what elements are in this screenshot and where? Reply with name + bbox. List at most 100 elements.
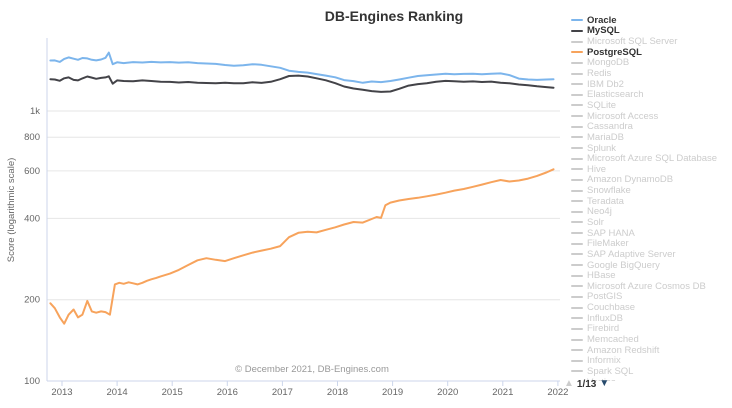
legend-label: SAP Adaptive Server [587, 248, 676, 260]
x-tick-label: 2013 [51, 387, 72, 398]
legend-item-microsoft-access[interactable]: Microsoft Access [571, 111, 717, 122]
y-tick-label: 100 [24, 376, 40, 387]
series-postgresql[interactable] [49, 168, 555, 325]
legend-item-sap-adaptive-server[interactable]: SAP Adaptive Server [571, 249, 717, 260]
legend-item-cassandra[interactable]: Cassandra [571, 121, 717, 132]
legend-label: Amazon DynamoDB [587, 174, 674, 186]
legend-item-neo4j[interactable]: Neo4j [571, 206, 717, 218]
legend-item-informix[interactable]: Informix [571, 355, 717, 367]
legend-swatch [571, 51, 583, 54]
legend-label: MongoDB [587, 57, 630, 69]
legend-swatch [571, 242, 583, 245]
legend-swatch [571, 168, 583, 171]
chart-title: DB-Engines Ranking [324, 8, 464, 24]
legend-item-mongodb[interactable]: MongoDB [571, 57, 717, 69]
legend-item-ibm-db2[interactable]: IBM Db2 [571, 79, 717, 90]
legend-label: MariaDB [587, 131, 624, 143]
legend-swatch [571, 327, 583, 330]
legend-item-hbase[interactable]: HBase [571, 270, 717, 281]
watermark: © December 2021, DB-Engines.com [235, 364, 389, 375]
legend-swatch [571, 221, 583, 224]
legend-label: Memcached [587, 334, 639, 346]
y-tick-label: 600 [24, 166, 40, 177]
series-mysql[interactable] [49, 74, 555, 93]
legend-swatch [571, 61, 583, 64]
legend-item-sqlite[interactable]: SQLite [571, 100, 717, 111]
legend-swatch [571, 306, 583, 309]
legend-item-amazon-redshift[interactable]: Amazon Redshift [571, 345, 717, 356]
y-tick-label: 800 [24, 132, 40, 143]
legend-item-hive[interactable]: Hive [571, 164, 717, 175]
legend-item-postgresql[interactable]: PostgreSQL [571, 47, 717, 58]
legend-swatch [571, 93, 583, 96]
legend-label: InfluxDB [587, 312, 623, 324]
legend-item-spark-sql[interactable]: Spark SQL [571, 366, 717, 377]
legend-item-amazon-dynamodb[interactable]: Amazon DynamoDB [571, 174, 717, 186]
legend-item-microsoft-azure-sql-database[interactable]: Microsoft Azure SQL Database [571, 153, 717, 164]
legend-swatch [571, 200, 583, 203]
legend-label: Microsoft SQL Server [587, 36, 678, 48]
legend-item-snowflake[interactable]: Snowflake [571, 185, 717, 196]
legend-item-mysql[interactable]: MySQL [571, 25, 717, 37]
legend-label: Microsoft Access [587, 110, 659, 122]
legend-swatch [571, 349, 583, 352]
x-tick-label: 2019 [382, 387, 403, 398]
legend-item-elasticsearch[interactable]: Elasticsearch [571, 89, 717, 100]
x-tick-label: 2021 [492, 387, 513, 398]
legend-label: Neo4j [587, 206, 612, 218]
x-tick-label: 2016 [217, 387, 238, 398]
legend-label: IBM Db2 [587, 78, 624, 90]
x-tick-label: 2018 [327, 387, 348, 398]
legend-label: Elasticsearch [587, 89, 644, 101]
legend-item-solr[interactable]: Solr [571, 217, 717, 228]
legend-nav-down[interactable]: ▼ [599, 378, 610, 389]
y-tick-label: 1k [30, 106, 40, 117]
legend-item-google-bigquery[interactable]: Google BigQuery [571, 260, 717, 271]
legend-swatch [571, 232, 583, 235]
legend-label: Microsoft Azure Cosmos DB [587, 280, 706, 292]
legend-item-postgis[interactable]: PostGIS [571, 291, 717, 302]
legend-nav-up[interactable]: ▲ [564, 378, 574, 389]
legend-item-redis[interactable]: Redis [571, 68, 717, 79]
legend-label: Splunk [587, 142, 617, 154]
legend-item-memcached[interactable]: Memcached [571, 334, 717, 345]
legend-swatch [571, 189, 583, 192]
legend-label: Vertica [587, 377, 616, 381]
legend-item-sap-hana[interactable]: SAP HANA [571, 228, 717, 239]
legend-label: MySQL [587, 25, 620, 37]
legend-swatch [571, 370, 583, 373]
legend-swatch [571, 210, 583, 213]
legend-swatch [571, 295, 583, 298]
legend-swatch [571, 359, 583, 362]
legend-swatch [571, 104, 583, 107]
legend-swatch [571, 157, 583, 160]
legend-swatch [571, 125, 583, 128]
x-tick-label: 2015 [162, 387, 183, 398]
legend-page-indicator: 1/13 [576, 378, 597, 390]
x-tick-label: 2014 [107, 387, 128, 398]
legend-swatch [571, 338, 583, 341]
legend-item-teradata[interactable]: Teradata [571, 196, 717, 207]
legend-label: Redis [587, 68, 612, 80]
legend-item-microsoft-azure-cosmos-db[interactable]: Microsoft Azure Cosmos DB [571, 281, 717, 292]
legend-pagination: ▲ 1/13 ▼ [564, 377, 609, 391]
legend-item-firebird[interactable]: Firebird [571, 323, 717, 334]
legend-item-oracle[interactable]: Oracle [571, 15, 717, 26]
legend-item-influxdb[interactable]: InfluxDB [571, 313, 717, 324]
y-tick-label: 400 [24, 213, 40, 224]
legend-item-mariadb[interactable]: MariaDB [571, 132, 717, 143]
legend-item-couchbase[interactable]: Couchbase [571, 302, 717, 313]
legend-label: Cassandra [587, 121, 633, 133]
legend-item-vertica[interactable]: Vertica [571, 377, 717, 381]
legend-swatch [571, 83, 583, 86]
legend-item-splunk[interactable]: Splunk [571, 143, 717, 154]
x-tick-label: 2022 [547, 387, 568, 398]
legend-swatch [571, 178, 583, 181]
legend-item-microsoft-sql-server[interactable]: Microsoft SQL Server [571, 36, 717, 47]
legend-swatch [571, 274, 583, 277]
y-tick-label: 200 [24, 295, 40, 306]
legend-label: Informix [587, 355, 621, 367]
legend-item-filemaker[interactable]: FileMaker [571, 238, 717, 249]
series-oracle[interactable] [49, 51, 555, 84]
